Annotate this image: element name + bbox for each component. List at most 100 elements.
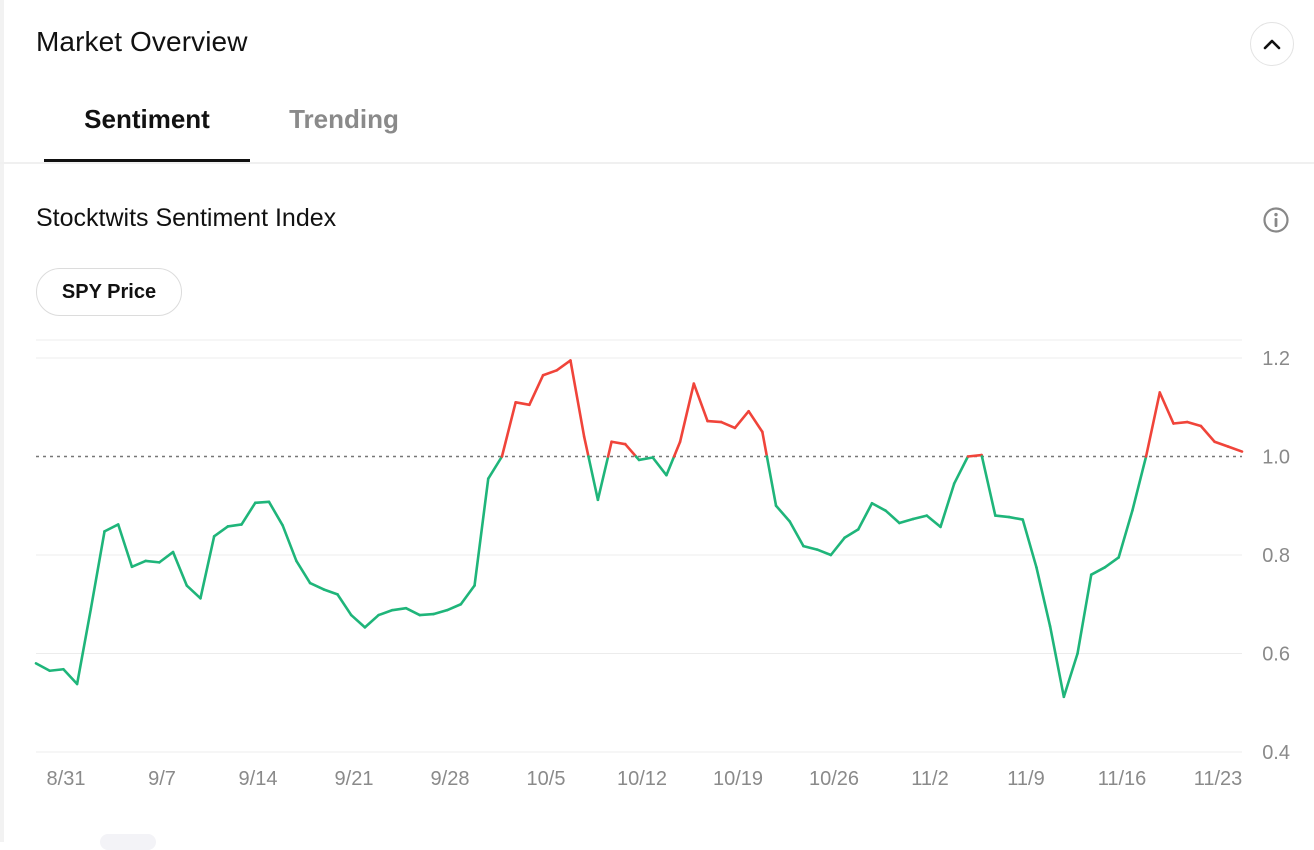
- y-axis-labels: 1.21.00.80.60.4: [1262, 348, 1290, 764]
- series-segment-below: [653, 457, 667, 475]
- next-section-partial: [100, 834, 156, 850]
- series-segment-below: [954, 457, 968, 484]
- info-icon[interactable]: [1262, 206, 1290, 234]
- series-segment-below: [982, 457, 995, 516]
- series-segment-below: [447, 604, 461, 610]
- market-overview-header: Market Overview: [36, 22, 1292, 70]
- series-segment-above: [1173, 422, 1187, 423]
- series-segment-above: [557, 360, 571, 370]
- y-tick-label: 0.6: [1262, 644, 1290, 666]
- series-segment-below: [310, 583, 324, 589]
- series-segment-below: [817, 550, 831, 555]
- series-segment-below: [63, 669, 77, 684]
- series-segment-below: [872, 503, 886, 510]
- collapse-button[interactable]: [1250, 22, 1294, 66]
- series-segment-above: [1187, 422, 1201, 426]
- series-segment-below: [461, 586, 475, 605]
- x-tick-label: 9/7: [148, 768, 176, 790]
- series-segment-below: [1009, 517, 1023, 519]
- series-segment-below: [338, 594, 352, 615]
- chevron-up-icon: [1261, 33, 1283, 55]
- tab-bar: Sentiment Trending: [0, 96, 1314, 164]
- series-segment-below: [242, 503, 256, 525]
- series-segment-below: [324, 589, 338, 594]
- series-layer: [36, 360, 1242, 696]
- series-segment-below: [776, 506, 790, 522]
- series-segment-above: [584, 437, 588, 457]
- tab-trending[interactable]: Trending: [260, 104, 428, 135]
- series-segment-above: [674, 442, 680, 457]
- tab-sentiment[interactable]: Sentiment: [44, 104, 250, 135]
- series-segment-below: [433, 610, 447, 614]
- series-segment-below: [36, 663, 50, 670]
- series-segment-above: [694, 384, 708, 421]
- series-segment-above: [749, 411, 763, 432]
- series-segment-below: [146, 561, 160, 562]
- series-segment-below: [899, 519, 913, 523]
- chart-grid: [36, 340, 1242, 752]
- series-segment-below: [365, 615, 379, 627]
- y-tick-label: 1.2: [1262, 348, 1290, 370]
- series-segment-above: [625, 444, 636, 456]
- y-tick-label: 0.4: [1262, 742, 1290, 764]
- series-segment-below: [269, 502, 283, 526]
- series-segment-below: [1064, 654, 1078, 697]
- series-segment-above: [529, 375, 543, 405]
- series-segment-below: [283, 525, 297, 560]
- series-segment-below: [588, 457, 597, 500]
- series-segment-above: [1146, 392, 1160, 456]
- page-title: Market Overview: [36, 26, 248, 58]
- series-segment-above: [708, 421, 722, 422]
- x-tick-label: 11/16: [1098, 768, 1147, 790]
- x-tick-label: 11/9: [1007, 768, 1044, 790]
- series-segment-below: [420, 614, 434, 615]
- series-segment-below: [118, 524, 132, 566]
- series-segment-above: [612, 442, 626, 444]
- x-tick-label: 9/21: [335, 768, 374, 790]
- x-tick-label: 9/14: [239, 768, 278, 790]
- series-segment-below: [941, 484, 955, 527]
- x-tick-label: 10/12: [617, 768, 667, 790]
- series-segment-above: [570, 360, 584, 436]
- x-tick-label: 8/31: [47, 768, 86, 790]
- series-segment-below: [886, 511, 900, 523]
- series-segment-below: [105, 524, 119, 531]
- series-segment-above: [1215, 442, 1229, 447]
- spy-price-toggle[interactable]: SPY Price: [36, 268, 182, 316]
- series-segment-below: [1091, 567, 1105, 574]
- series-segment-above: [1201, 426, 1215, 442]
- x-tick-label: 10/5: [527, 768, 566, 790]
- series-segment-below: [488, 457, 502, 479]
- series-segment-below: [159, 552, 173, 562]
- series-segment-below: [187, 586, 201, 599]
- series-segment-below: [1132, 457, 1146, 511]
- series-segment-below: [598, 457, 608, 500]
- series-segment-below: [475, 479, 489, 586]
- series-segment-below: [91, 531, 105, 609]
- series-segment-above: [516, 402, 530, 404]
- x-tick-label: 10/26: [809, 768, 859, 790]
- series-segment-below: [392, 608, 406, 610]
- series-segment-below: [845, 529, 859, 537]
- series-segment-below: [858, 503, 872, 529]
- series-segment-below: [1036, 567, 1050, 626]
- series-segment-above: [968, 455, 982, 456]
- series-segment-below: [132, 561, 146, 567]
- series-segment-below: [228, 524, 242, 526]
- series-segment-below: [639, 457, 653, 459]
- series-segment-below: [831, 538, 845, 555]
- series-segment-below: [666, 457, 674, 476]
- series-segment-below: [995, 516, 1009, 517]
- section-title: Stocktwits Sentiment Index: [36, 204, 336, 233]
- series-segment-below: [351, 615, 365, 627]
- series-segment-below: [406, 608, 420, 615]
- series-segment-above: [680, 384, 694, 442]
- series-segment-below: [255, 502, 269, 503]
- series-segment-above: [762, 432, 767, 457]
- series-segment-below: [50, 669, 64, 670]
- series-segment-above: [721, 422, 735, 428]
- series-segment-below: [173, 552, 187, 585]
- series-segment-below: [379, 610, 393, 615]
